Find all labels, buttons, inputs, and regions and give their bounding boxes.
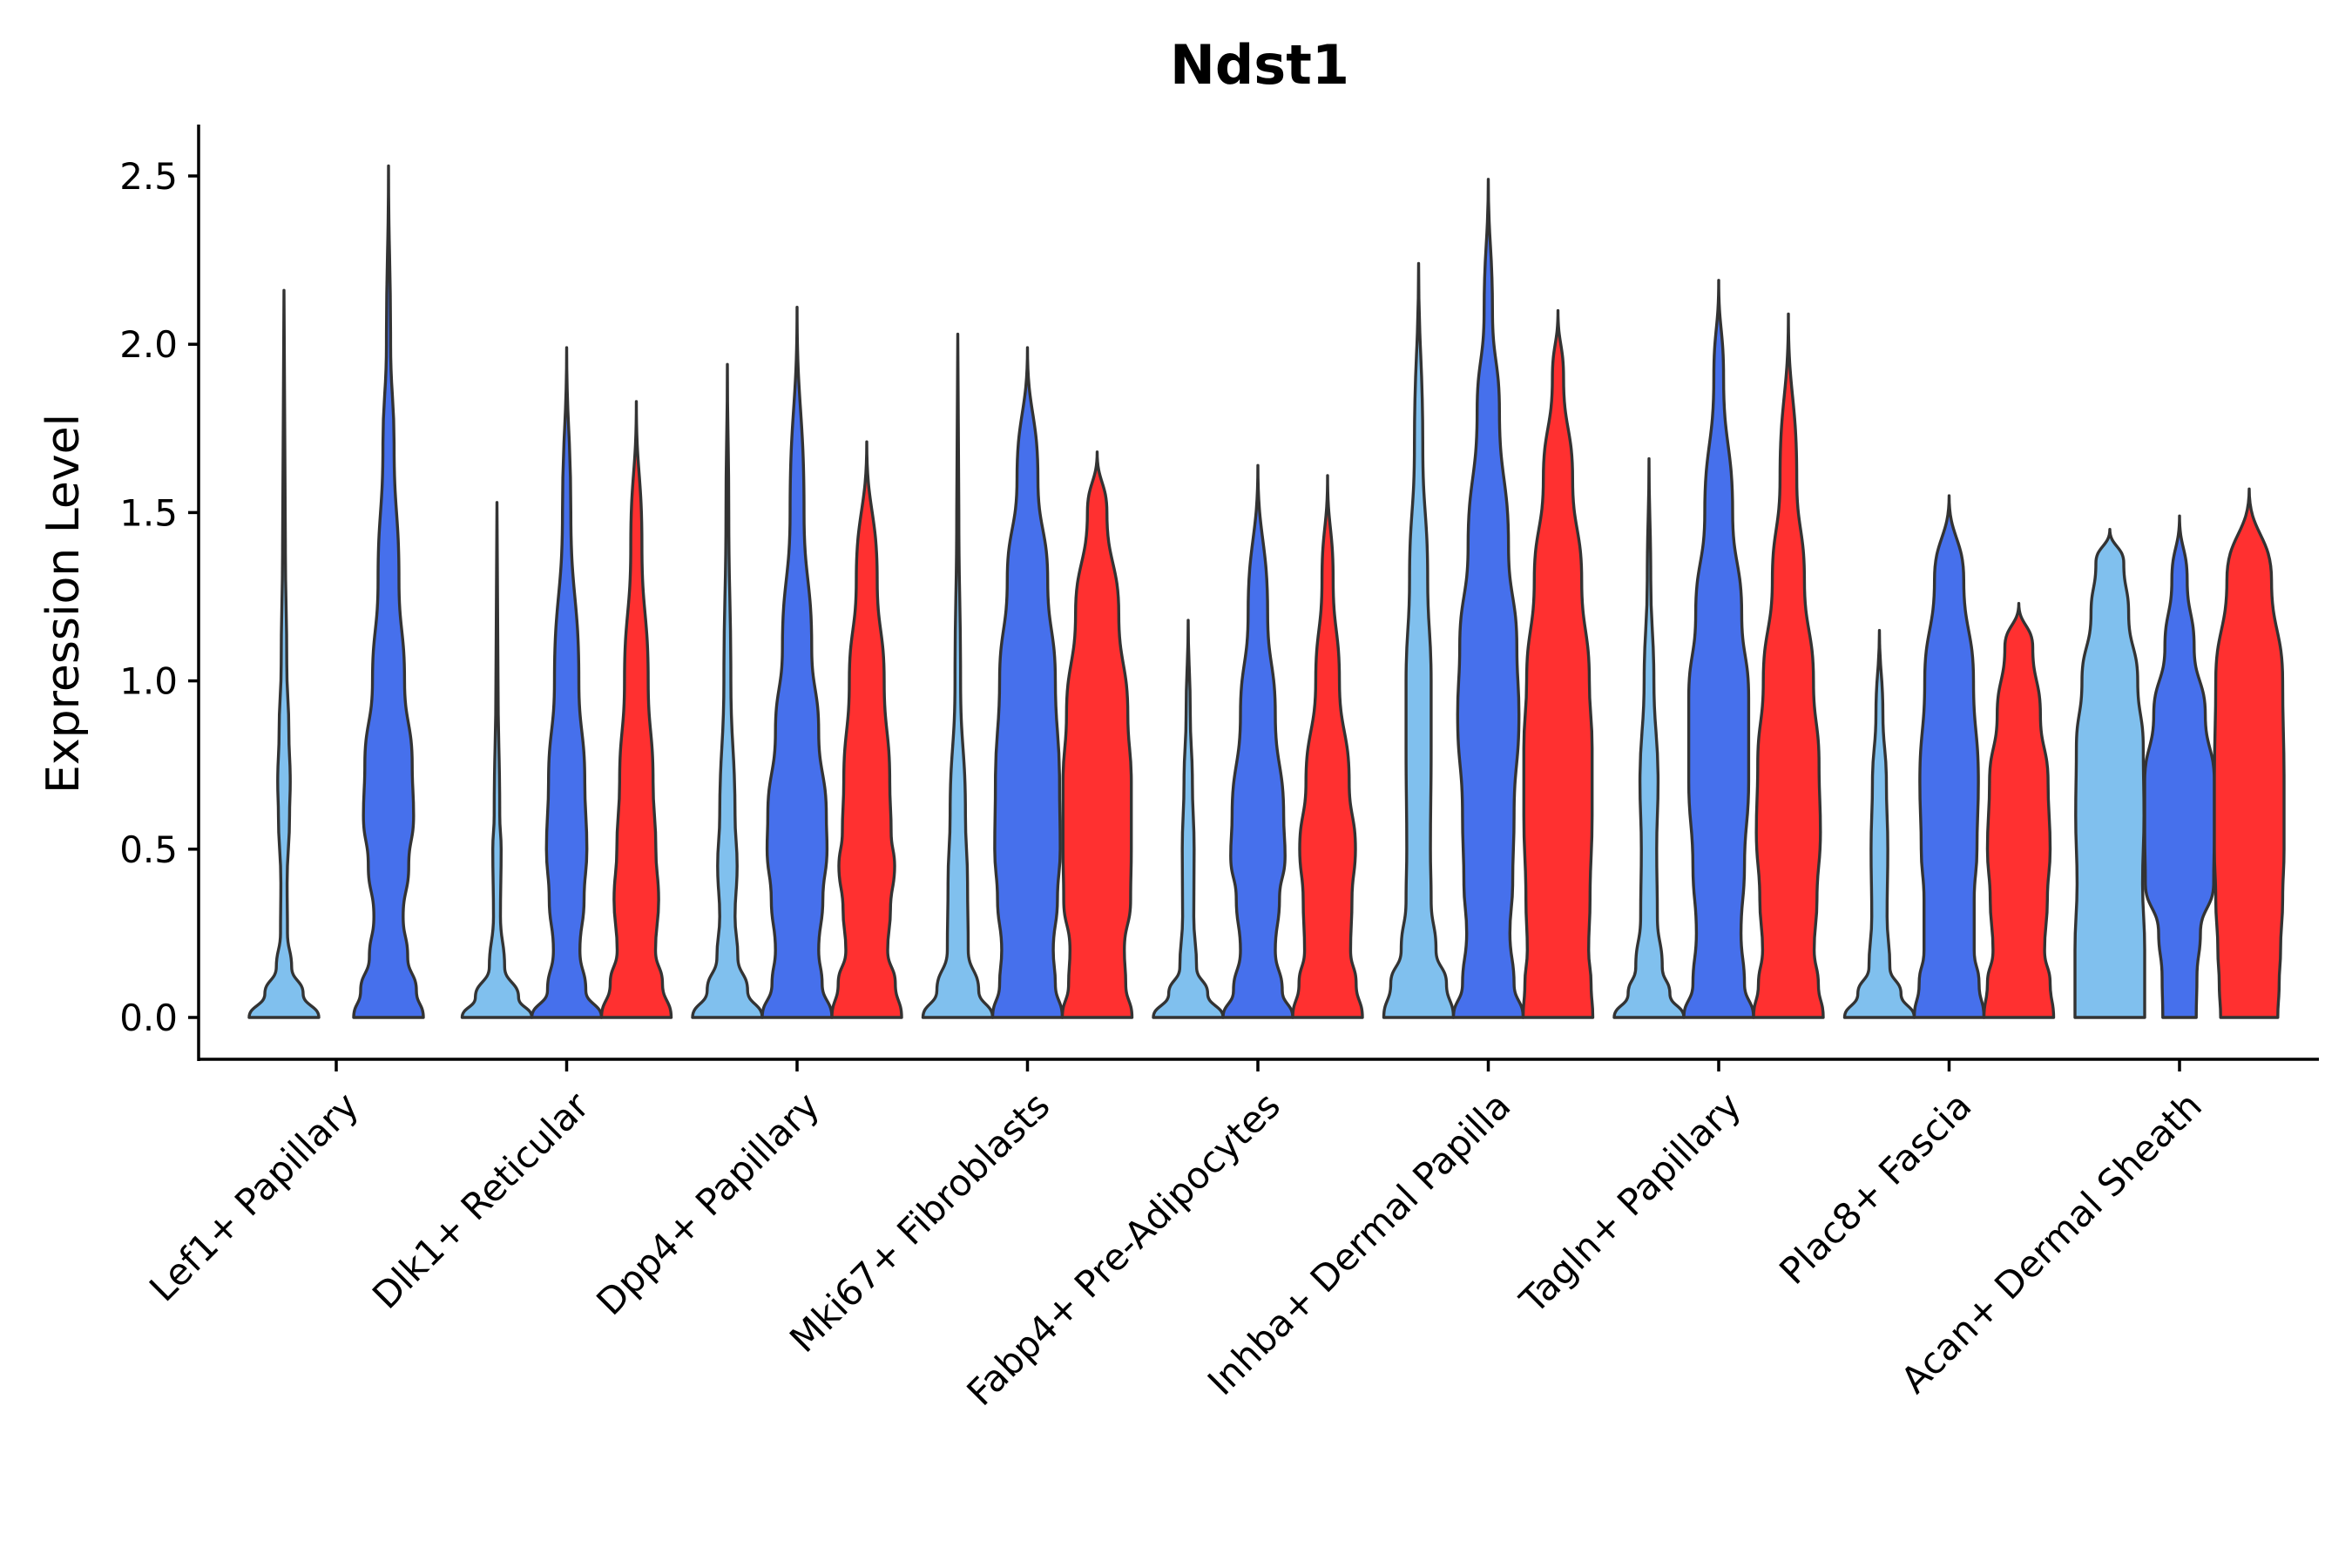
violin-2-series-2 [530,346,604,1019]
y-axis-label: Expression Level [37,414,90,794]
violin-6-series-2 [1451,178,1525,1019]
violin-7-series-2 [1682,279,1755,1019]
violin-5-series-3 [1291,474,1364,1019]
x-tick-label: Dpp4+ Papillary [588,1084,828,1323]
violin-6-series-3 [1521,308,1595,1019]
y-axis-ticks: 0.0 0.5 1.0 1.5 2.0 2.5 [119,155,199,1039]
y-tick-label: 2.0 [119,323,178,366]
violin-3-series-3 [830,440,903,1019]
violin-1-series-1 [247,288,321,1019]
y-tick-label: 0.0 [119,997,178,1039]
violin-7-series-3 [1752,312,1825,1019]
y-tick-label: 1.5 [119,491,178,534]
violin-9-series-3 [2213,487,2286,1019]
x-tick-label: Mki67+ Fibroblasts [781,1084,1058,1360]
violin-group-layer [247,164,2286,1019]
chart-title: Ndst1 [1170,33,1349,97]
violin-9-series-1 [2073,528,2146,1019]
y-tick-label: 2.5 [119,155,178,198]
y-tick-label: 1.0 [119,660,178,703]
y-tick-label: 0.5 [119,828,178,871]
violin-6-series-1 [1382,261,1456,1019]
violin-8-series-1 [1842,628,1916,1019]
violin-9-series-2 [2143,514,2216,1019]
violin-5-series-2 [1221,463,1294,1019]
violin-7-series-1 [1612,456,1686,1019]
x-tick-label: Tagln+ Papillary [1511,1084,1749,1321]
x-tick-label: Plac8+ Fascia [1771,1084,1979,1292]
violin-5-series-1 [1152,618,1225,1019]
x-tick-label: Dlk1+ Reticular [364,1084,598,1317]
violin-4-series-1 [921,332,995,1019]
violin-2-series-3 [599,400,673,1019]
violin-2-series-1 [460,501,534,1019]
violin-4-series-3 [1060,450,1134,1019]
violin-3-series-1 [691,362,764,1019]
violin-8-series-2 [1912,494,1986,1019]
x-tick-label: Lef1+ Papillary [141,1084,367,1309]
violin-1-series-2 [352,164,425,1019]
violin-3-series-2 [760,305,834,1019]
violin-8-series-3 [1982,602,2056,1019]
violin-4-series-2 [990,346,1064,1019]
